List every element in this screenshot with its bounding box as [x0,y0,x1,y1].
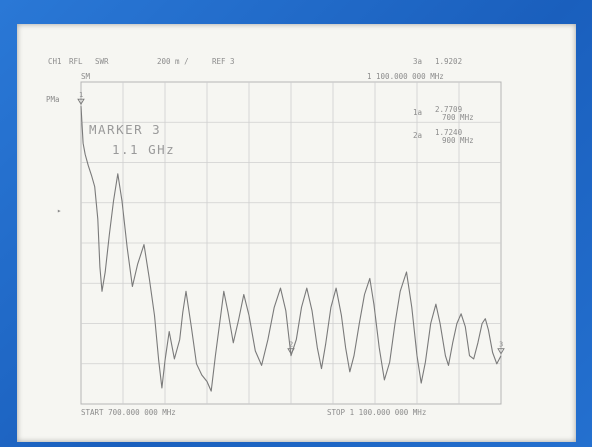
marker2-label: 2a [413,131,422,140]
annotation-marker-label: MARKER 3 [89,122,161,137]
format-swr-label: SWR [95,57,109,66]
marker-layer: 1 2 3 [77,91,505,355]
marker1-freq: 700 MHz [442,113,474,122]
reference-position-marker: ▸ [57,206,62,215]
marker2-value: 1.7240 [435,128,463,137]
marker2-freq: 900 MHz [442,136,474,145]
plot-grid [80,81,502,405]
start-frequency-label: START 700.000 000 MHz [81,408,176,417]
vna-trace-plot: CH1 RFL SWR 200 m / REF 3 3a 1.9202 1 10… [46,57,505,417]
plot-paper: CH1 RFL SWR 200 m / REF 3 3a 1.9202 1 10… [17,24,576,442]
marker-3-triangle [497,348,505,355]
marker-2-label: 2 [289,341,293,349]
stop-frequency-label: STOP 1 100.000 000 MHz [327,408,426,417]
pmax-label: PMa [46,95,60,104]
series-line-0 [80,106,502,392]
sm-label: SM [81,72,91,81]
scale-label: 200 m / [157,57,189,66]
marker-delta-label: 3a [413,57,422,66]
channel-label: CH1 [48,57,62,66]
marker-1-triangle [77,98,85,106]
marker-readout-freq: 1 100.000 000 MHz [367,72,444,81]
marker1-label: 1a [413,108,422,117]
marker-readout-value: 1.9202 [435,57,462,66]
marker1-value: 2.7709 [435,105,462,114]
annotation-frequency-label: 1.1 GHz [112,142,175,157]
marker-3-label: 3 [499,341,503,349]
marker-1-label: 1 [79,91,83,99]
ref-label: REF 3 [212,57,235,66]
format-rfl-label: RFL [69,57,83,66]
marker-2-triangle [287,348,295,355]
trace-layer [80,106,502,392]
